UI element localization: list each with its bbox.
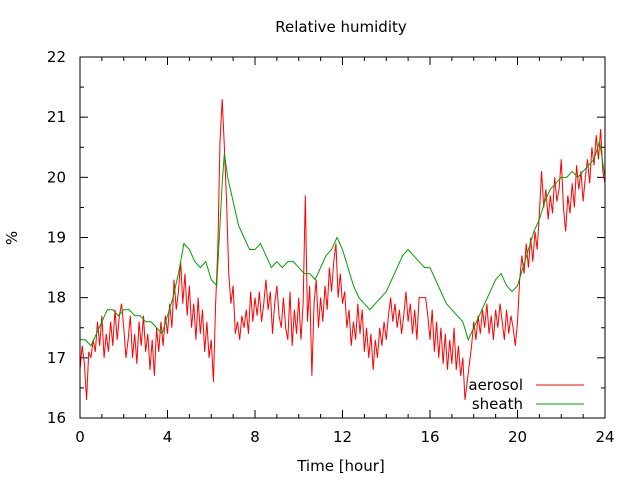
series-line-aerosol (79, 99, 606, 401)
y-tick-label: 18 (47, 289, 66, 307)
legend-label-aerosol: aerosol (468, 376, 523, 394)
y-tick-label: 22 (47, 48, 66, 66)
y-tick-label: 21 (47, 108, 66, 126)
x-tick-label: 12 (333, 428, 352, 446)
series-layer (79, 99, 606, 401)
y-axis-label: % (3, 231, 21, 245)
series-line-sheath (80, 141, 606, 347)
y-tick-label: 16 (47, 409, 66, 427)
x-tick-label: 0 (75, 428, 85, 446)
y-tick-label: 17 (47, 349, 66, 367)
legend-label-sheath: sheath (472, 395, 523, 413)
x-tick-label: 24 (595, 428, 614, 446)
x-tick-label: 16 (420, 428, 439, 446)
y-tick-label: 20 (47, 168, 66, 186)
x-tick-label: 20 (508, 428, 527, 446)
y-tick-label: 19 (47, 229, 66, 247)
axis-ticks: 0 4 8 12 16 20 24 16 17 18 19 20 21 22 (47, 48, 615, 446)
chart-title: Relative humidity (275, 18, 407, 36)
x-tick-label: 4 (163, 428, 173, 446)
x-tick-label: 8 (250, 428, 260, 446)
x-axis-label: Time [hour] (296, 457, 385, 475)
plot-frame (79, 56, 606, 419)
